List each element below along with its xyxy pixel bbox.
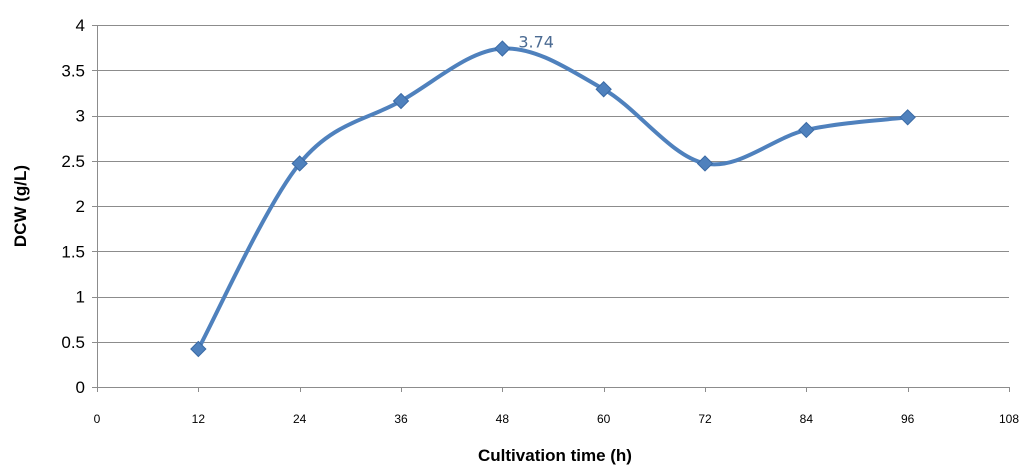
y-tick-label: 2.5	[61, 152, 85, 171]
y-tick-label: 4	[76, 16, 85, 35]
axes	[92, 25, 1010, 392]
y-tick-label: 3.5	[61, 61, 85, 80]
y-tick-label: 0.5	[61, 333, 85, 352]
y-tick-label: 1	[76, 288, 85, 307]
data-point-marker	[494, 40, 511, 57]
x-tick-label: 72	[698, 412, 712, 426]
x-tick-label: 60	[597, 412, 611, 426]
x-tick-labels: 0 12 24 36 48 60 72 84 96 108	[94, 412, 1020, 426]
gridlines	[97, 25, 1009, 343]
y-tick-label: 3	[76, 107, 85, 126]
data-point-marker	[392, 92, 410, 110]
data-point-marker	[190, 340, 207, 358]
series-line	[196, 46, 910, 351]
x-tick-label: 24	[293, 412, 307, 426]
x-tick-label: 84	[800, 412, 814, 426]
data-labels: 3.74	[518, 33, 554, 52]
data-point-marker	[595, 81, 612, 98]
x-axis-title: Cultivation time (h)	[478, 446, 632, 465]
data-label: 3.74	[518, 33, 554, 52]
x-tick-label: 108	[999, 412, 1019, 426]
data-point-marker	[696, 155, 714, 172]
x-tick-label: 96	[901, 412, 915, 426]
x-tick-label: 12	[192, 412, 206, 426]
y-tick-label: 1.5	[61, 242, 85, 261]
y-tick-label: 2	[76, 197, 85, 216]
data-point-marker	[291, 155, 308, 172]
data-point-marker	[798, 121, 815, 139]
data-point-marker	[899, 109, 916, 126]
y-tick-label: 0	[76, 378, 85, 397]
x-tick-label: 36	[394, 412, 408, 426]
x-tick-label: 0	[94, 412, 101, 426]
y-axis-title: DCW (g/L)	[11, 165, 30, 247]
y-tick-labels: 0 0.5 1 1.5 2 2.5 3 3.5 4	[61, 16, 85, 397]
x-tick-label: 48	[496, 412, 510, 426]
data-markers	[190, 40, 916, 358]
data-series	[196, 46, 910, 351]
